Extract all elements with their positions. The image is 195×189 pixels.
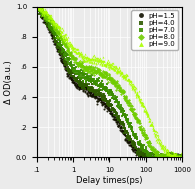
pH=4.0 (36, 5, 38, 7)
pH=1.5 (36, 5, 38, 8)
pH=4.0 (143, 156, 145, 158)
pH=1.5 (62, 60, 64, 62)
pH=7.0 (145, 148, 147, 150)
Y-axis label: Δ OD(a.u.): Δ OD(a.u.) (4, 60, 13, 104)
Line: pH=1.5: pH=1.5 (36, 5, 183, 158)
pH=7.0 (133, 133, 135, 135)
pH=8.0 (62, 40, 64, 43)
pH=1.5 (121, 130, 124, 132)
Line: pH=9.0: pH=9.0 (36, 3, 183, 158)
pH=9.0 (62, 29, 64, 32)
pH=1.5 (145, 156, 148, 158)
pH=9.0 (145, 112, 147, 114)
pH=8.0 (181, 156, 183, 158)
pH=4.0 (145, 156, 148, 158)
pH=9.0 (121, 77, 124, 79)
X-axis label: Delay times(ps): Delay times(ps) (76, 176, 143, 185)
Line: pH=8.0: pH=8.0 (36, 3, 183, 158)
Line: pH=7.0: pH=7.0 (36, 5, 183, 158)
pH=8.0 (102, 74, 104, 77)
pH=4.0 (62, 52, 64, 54)
pH=1.5 (141, 156, 143, 158)
pH=8.0 (121, 89, 124, 91)
pH=1.5 (73, 82, 76, 84)
pH=7.0 (121, 112, 124, 115)
pH=1.5 (133, 147, 135, 149)
pH=9.0 (40, 3, 42, 6)
pH=7.0 (147, 156, 149, 158)
pH=4.0 (102, 93, 104, 95)
pH=4.0 (133, 143, 135, 145)
pH=8.0 (36, 2, 39, 5)
Legend: pH=1.5, pH=4.0, pH=7.0, pH=8.0, pH=9.0: pH=1.5, pH=4.0, pH=7.0, pH=8.0, pH=9.0 (131, 10, 178, 50)
pH=7.0 (62, 50, 64, 52)
pH=9.0 (36, 8, 38, 10)
pH=8.0 (145, 136, 147, 139)
pH=4.0 (73, 76, 76, 78)
pH=4.0 (181, 155, 183, 157)
pH=9.0 (168, 156, 170, 158)
pH=7.0 (181, 156, 183, 158)
pH=9.0 (181, 156, 183, 158)
pH=8.0 (133, 115, 135, 117)
pH=7.0 (73, 71, 76, 73)
pH=7.0 (102, 88, 104, 90)
pH=1.5 (102, 98, 104, 100)
pH=9.0 (133, 85, 135, 87)
pH=1.5 (36, 5, 38, 8)
pH=8.0 (73, 57, 76, 59)
pH=4.0 (36, 9, 38, 11)
pH=1.5 (181, 156, 183, 158)
pH=9.0 (102, 60, 104, 63)
pH=4.0 (121, 122, 124, 124)
pH=8.0 (36, 4, 38, 6)
Line: pH=4.0: pH=4.0 (36, 5, 183, 158)
pH=7.0 (36, 5, 38, 8)
pH=9.0 (73, 50, 76, 52)
pH=8.0 (159, 156, 162, 158)
pH=7.0 (36, 8, 38, 10)
